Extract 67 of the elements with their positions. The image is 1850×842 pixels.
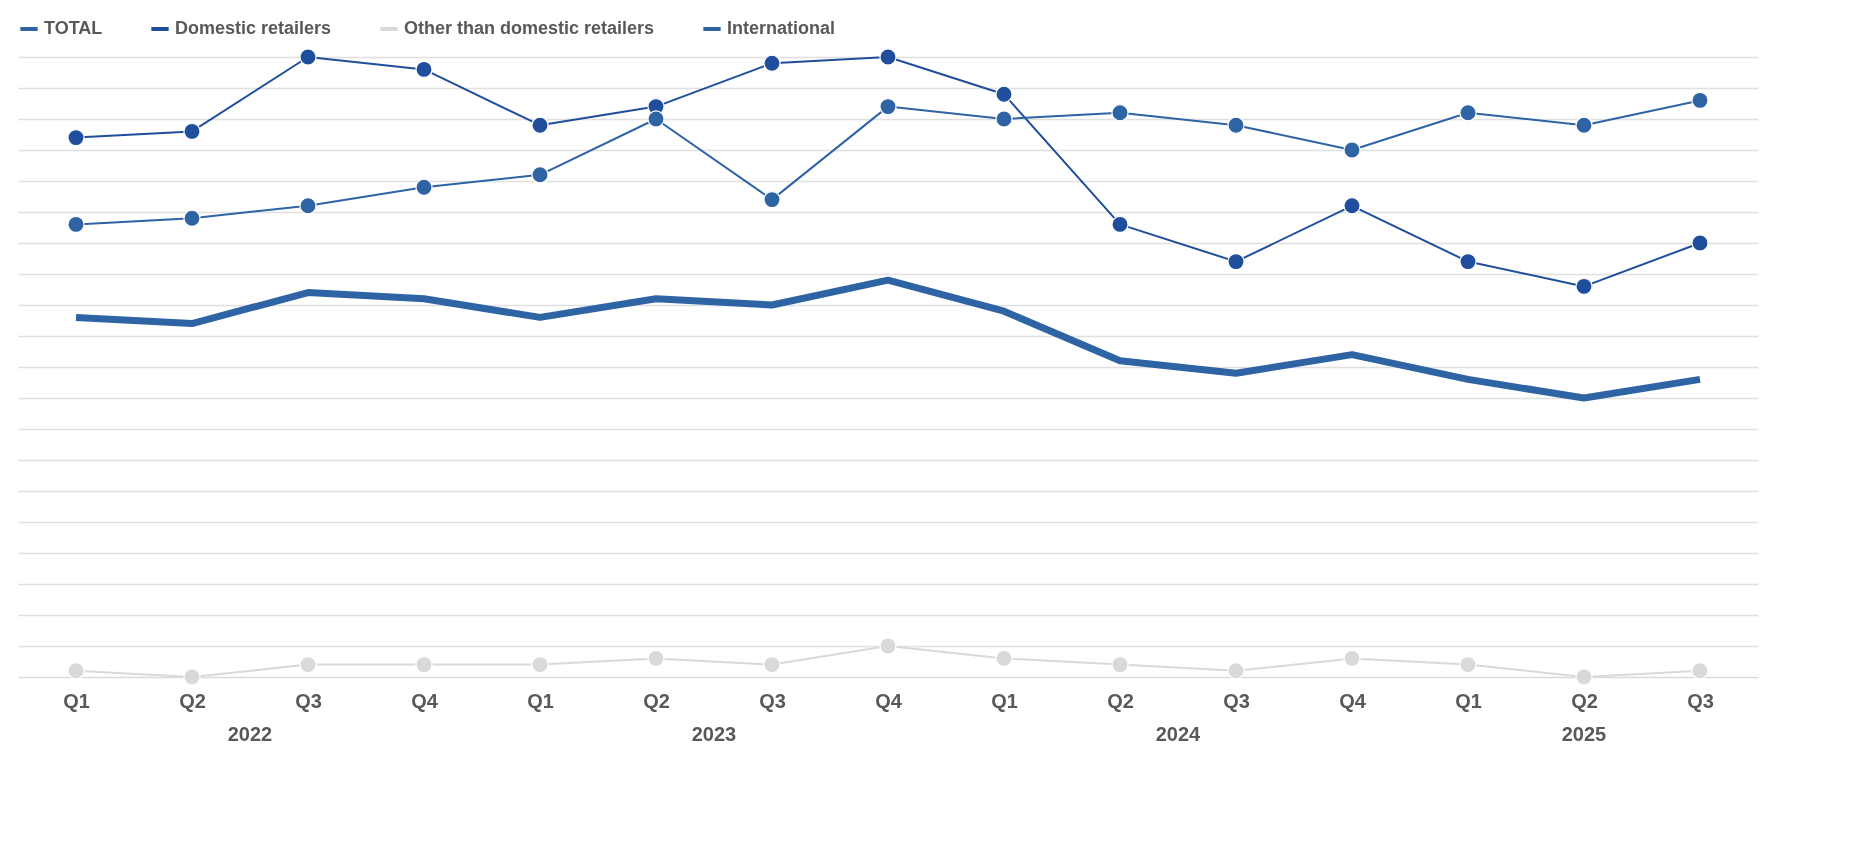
text: 2023 (691, 723, 737, 745)
point (183, 668, 201, 686)
x-tick-label: Q2 (1107, 689, 1134, 712)
text: 2024 (1155, 723, 1202, 745)
point (1575, 277, 1593, 296)
point (1343, 197, 1361, 215)
point (1111, 104, 1129, 122)
x-tick-label: Q4 (411, 689, 439, 712)
legend-label: TOTAL (44, 18, 103, 38)
point (1343, 649, 1361, 668)
point (995, 85, 1013, 103)
x-tick-label: Q3 (759, 689, 786, 712)
x-tick-label: Q4 (875, 689, 903, 712)
point (415, 655, 433, 674)
x-tick-label: Q2 (643, 689, 670, 712)
text: 2022 (227, 723, 273, 745)
point (1691, 662, 1709, 680)
point (183, 122, 201, 141)
x-tick-label: Q3 (295, 689, 322, 712)
point (299, 655, 317, 674)
point (1343, 141, 1361, 159)
point (995, 110, 1013, 128)
x-tick-label: Q3 (1223, 689, 1250, 712)
point (67, 128, 85, 147)
point (1691, 91, 1709, 110)
point (183, 209, 201, 227)
x-tick-label: Q1 (1455, 689, 1482, 712)
point (763, 190, 781, 209)
point (1575, 116, 1593, 134)
point (1575, 668, 1593, 686)
legend-label: International (727, 18, 836, 38)
point (995, 649, 1013, 668)
point (647, 110, 665, 128)
point (879, 97, 897, 116)
x-tick-label: Q1 (527, 689, 554, 712)
point (67, 662, 85, 680)
point (1227, 252, 1245, 271)
point (647, 649, 665, 668)
x-tick-label: Q2 (1571, 689, 1598, 712)
point (879, 48, 897, 66)
point (531, 116, 549, 134)
point (1227, 662, 1245, 680)
point (1459, 655, 1477, 674)
point (1227, 116, 1245, 134)
point (299, 197, 317, 215)
point (67, 215, 85, 234)
point (763, 54, 781, 72)
point (531, 166, 549, 184)
x-tick-label: Q1 (63, 689, 90, 712)
x-tick-label: Q4 (1339, 689, 1367, 712)
legend-label: Other than domestic retailers (404, 18, 655, 38)
x-tick-label: Q2 (179, 689, 206, 712)
point (415, 178, 433, 196)
text: 2025 (1561, 723, 1607, 745)
point (299, 48, 317, 66)
point (531, 655, 549, 674)
point (1459, 252, 1477, 271)
point (1459, 104, 1477, 122)
point (415, 60, 433, 79)
point (763, 655, 781, 674)
x-tick-label: Q1 (991, 689, 1018, 712)
x-tick-label: Q3 (1687, 689, 1714, 712)
point (1111, 655, 1129, 674)
point (1691, 234, 1709, 252)
point (1111, 215, 1129, 234)
point (879, 637, 897, 655)
legend-label: Domestic retailers (175, 18, 332, 38)
